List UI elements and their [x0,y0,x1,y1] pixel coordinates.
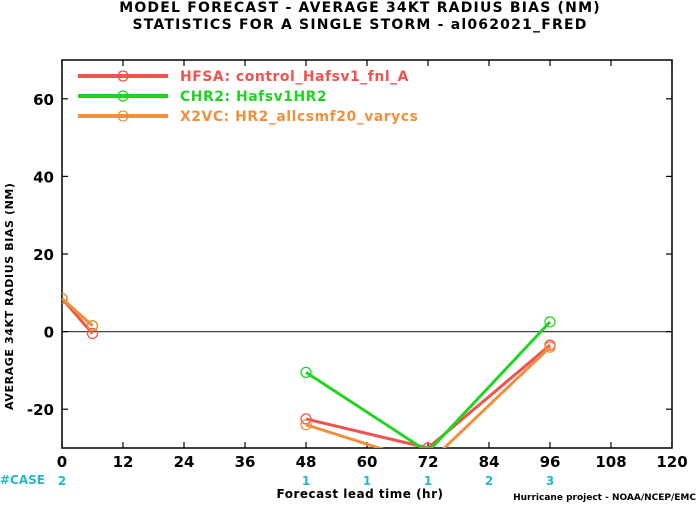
x-tick-label: 24 [174,453,195,471]
data-point-chr2 [423,446,433,448]
chart-title: MODEL FORECAST - AVERAGE 34KT RADIUS BIA… [119,0,601,16]
x-tick-label: 36 [235,453,256,471]
series-group [62,292,556,448]
case-count: 1 [302,474,310,488]
x-tick-label: 72 [418,453,439,471]
data-point-chr2 [300,366,312,378]
data-point-hfsa [86,327,99,340]
x-tick-label: 60 [357,453,378,471]
series-line-chr2 [305,320,552,448]
chart-subtitle: STATISTICS FOR A SINGLE STORM - al062021… [132,17,588,33]
case-label: #CASE [0,473,45,487]
case-count: 1 [424,474,432,488]
legend-marker-chr2 [117,90,129,102]
data-point-x2vc [300,419,312,431]
series-line-hfsa [305,344,551,448]
x-tick-label: 48 [296,453,317,471]
y-tick-label: 0 [44,324,54,342]
y-axis-label: AVERAGE 34KT RADIUS BIAS (NM) [3,182,16,410]
x-tick-label: 120 [656,453,687,471]
x-tick-label: 12 [113,453,134,471]
legend-label-hfsa: HFSA: control_Hafsv1_fnl_A [180,69,409,85]
x-tick-label: 96 [540,453,561,471]
y-tick-label: 20 [33,246,54,264]
case-count: 2 [58,474,66,488]
x-tick-label: 108 [595,453,626,471]
case-count: 3 [546,474,554,488]
data-point-chr2 [544,316,556,328]
data-point-hfsa [300,413,312,425]
x-axis-label: Forecast lead time (hr) [276,487,444,501]
legend-label-chr2: CHR2: Hafsv1HR2 [180,89,327,105]
case-count: 2 [485,474,493,488]
series-line-x2vc [62,297,94,327]
case-count: 1 [363,474,371,488]
y-tick-label: 40 [33,168,54,186]
legend-marker-x2vc [117,110,129,122]
data-point-x2vc [62,292,68,305]
x-tick-label: 0 [57,453,67,471]
data-point-x2vc [86,320,99,332]
credit-text: Hurricane project - NOAA/NCEP/EMC [513,493,696,503]
legend-label-x2vc: X2VC: HR2_allcsmf20_varycs [180,109,418,125]
data-point-hfsa [422,442,434,448]
series-line-x2vc [305,346,552,448]
x-tick-label: 84 [479,453,500,471]
data-point-x2vc [544,341,556,353]
y-tick-label: 60 [33,91,54,109]
legend-marker-hfsa [117,70,129,82]
y-tick-label: -20 [27,401,54,419]
